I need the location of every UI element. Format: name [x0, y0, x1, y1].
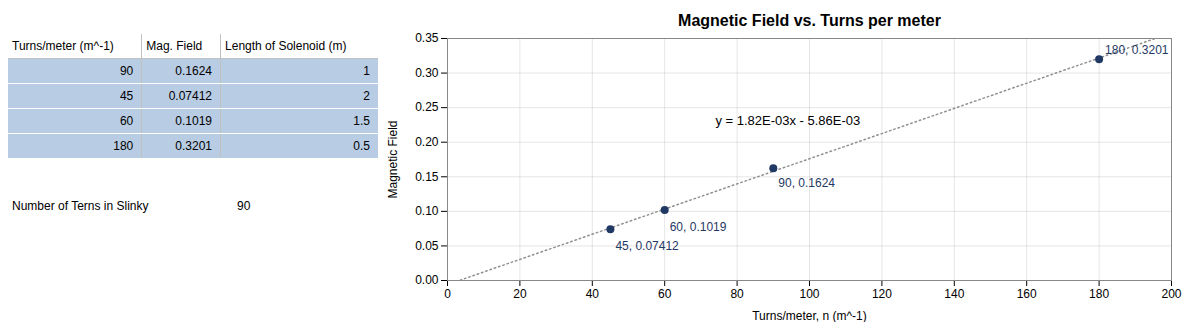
svg-text:80: 80	[730, 287, 744, 301]
html-text:90: 90	[119, 64, 134, 78]
html-text:0.3201: 0.3201	[175, 139, 212, 153]
svg-text:0.15: 0.15	[415, 170, 439, 184]
svg-text:0.35: 0.35	[415, 31, 439, 45]
svg-text:Magnetic Field vs. Turns per m: Magnetic Field vs. Turns per meter	[678, 12, 941, 29]
html-text:Mag. Field: Mag. Field	[146, 39, 203, 53]
html-text:1: 1	[363, 64, 370, 78]
html-text:0.5: 0.5	[353, 139, 370, 153]
html-text:1.5: 1.5	[353, 114, 370, 128]
html-text:45: 45	[119, 89, 134, 103]
svg-text:200: 200	[1161, 287, 1181, 301]
svg-text:0.10: 0.10	[415, 204, 439, 218]
svg-text:60: 60	[658, 287, 672, 301]
svg-text:Magnetic Field: Magnetic Field	[386, 120, 400, 198]
html-text:Length of Solenoid (m): Length of Solenoid (m)	[225, 39, 347, 53]
html-text:0.1019: 0.1019	[175, 114, 212, 128]
svg-text:140: 140	[944, 287, 964, 301]
svg-text:60, 0.1019: 60, 0.1019	[670, 220, 727, 234]
svg-text:0: 0	[444, 287, 451, 301]
svg-text:0.20: 0.20	[415, 135, 439, 149]
svg-text:180: 180	[1089, 287, 1109, 301]
html-text:0.1624: 0.1624	[175, 64, 212, 78]
svg-text:90, 0.1624: 90, 0.1624	[778, 176, 835, 190]
html-text:180: 180	[113, 139, 134, 153]
svg-text:0.30: 0.30	[415, 66, 439, 80]
svg-text:40: 40	[586, 287, 600, 301]
html-text:Turns/meter (m^-1): Turns/meter (m^-1)	[12, 39, 114, 53]
html-text:60: 60	[119, 114, 134, 128]
html-text:90: 90	[237, 199, 251, 213]
svg-text:0.00: 0.00	[415, 273, 439, 287]
svg-text:y = 1.82E-03x - 5.86E-03: y = 1.82E-03x - 5.86E-03	[715, 113, 860, 128]
svg-text:0.05: 0.05	[415, 239, 439, 253]
svg-text:45, 0.07412: 45, 0.07412	[615, 239, 679, 253]
svg-text:120: 120	[872, 287, 892, 301]
html-text:0.07412: 0.07412	[168, 89, 212, 103]
html-text:2: 2	[363, 89, 370, 103]
svg-text:20: 20	[513, 287, 527, 301]
svg-text:Turns/meter, n (m^-1): Turns/meter, n (m^-1)	[752, 309, 867, 323]
svg-text:160: 160	[1017, 287, 1037, 301]
svg-text:100: 100	[799, 287, 819, 301]
svg-text:0.25: 0.25	[415, 100, 439, 114]
svg-text:180, 0.3201: 180, 0.3201	[1105, 43, 1169, 57]
html-text:Number of Terns in Slinky: Number of Terns in Slinky	[12, 199, 149, 213]
